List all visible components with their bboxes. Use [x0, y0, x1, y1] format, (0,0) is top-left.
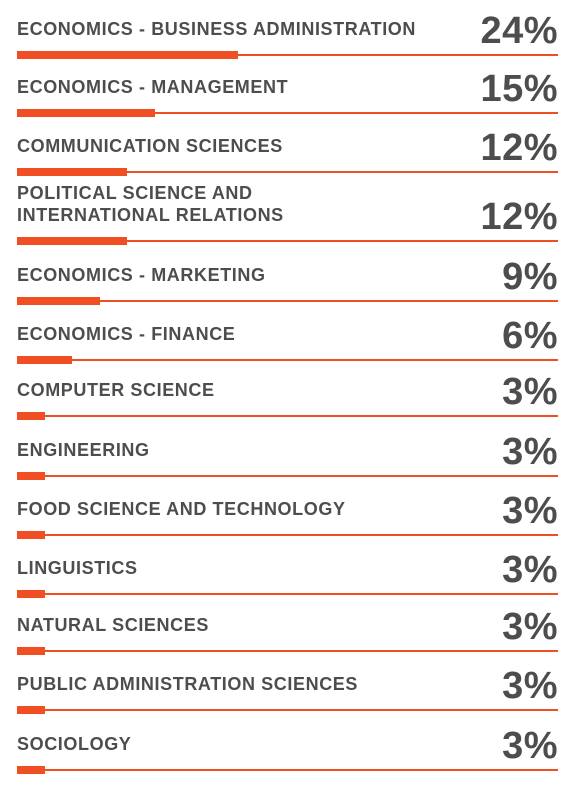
category-label: ECONOMICS - BUSINESS ADMINISTRATION	[17, 19, 417, 39]
value-label: 3%	[502, 490, 558, 532]
value-label: 9%	[502, 256, 558, 298]
chart-row: ECONOMICS - BUSINESS ADMINISTRATION 24%	[17, 0, 558, 59]
category-label: SOCIOLOGY	[17, 734, 132, 754]
bar	[17, 356, 72, 364]
chart-row: COMPUTER SCIENCE 3%	[17, 351, 558, 420]
chart-row: LINGUISTICS 3%	[17, 529, 558, 598]
category-label: LINGUISTICS	[17, 558, 138, 578]
category-label: ECONOMICS - MARKETING	[17, 265, 266, 285]
category-label: FOOD SCIENCE AND TECHNOLOGY	[17, 499, 346, 519]
value-label: 3%	[502, 725, 558, 767]
value-label: 24%	[480, 10, 558, 52]
bar	[17, 531, 45, 539]
value-label: 3%	[502, 371, 558, 413]
chart-row: NATURAL SCIENCES 3%	[17, 586, 558, 655]
bar-track	[17, 650, 558, 652]
chart-row: SOCIOLOGY 3%	[17, 705, 558, 774]
category-label: ENGINEERING	[17, 440, 150, 460]
value-label: 3%	[502, 431, 558, 473]
bar-track	[17, 300, 558, 302]
bar-track	[17, 709, 558, 711]
chart-row: PUBLIC ADMINISTRATION SCIENCES 3%	[17, 645, 558, 714]
bar-track	[17, 593, 558, 595]
bar	[17, 109, 155, 117]
value-label: 3%	[502, 665, 558, 707]
chart-row: ENGINEERING 3%	[17, 411, 558, 480]
bar	[17, 237, 127, 245]
chart-row: FOOD SCIENCE AND TECHNOLOGY 3%	[17, 470, 558, 539]
bar	[17, 51, 238, 59]
category-label: COMMUNICATION SCIENCES	[17, 136, 283, 156]
chart-row: POLITICAL SCIENCE AND INTERNATIONAL RELA…	[17, 176, 558, 245]
bar	[17, 168, 127, 176]
bar-track	[17, 240, 558, 242]
bar	[17, 590, 45, 598]
category-label: PUBLIC ADMINISTRATION SCIENCES	[17, 674, 359, 694]
bar	[17, 472, 45, 480]
chart-row: ECONOMICS - MANAGEMENT 15%	[17, 48, 558, 117]
bar-track	[17, 54, 558, 56]
value-label: 12%	[480, 127, 558, 169]
bar	[17, 412, 45, 420]
category-label: NATURAL SCIENCES	[17, 615, 209, 635]
bar-track	[17, 359, 558, 361]
chart-row: COMMUNICATION SCIENCES 12%	[17, 107, 558, 176]
category-label: COMPUTER SCIENCE	[17, 380, 215, 400]
category-label: POLITICAL SCIENCE AND INTERNATIONAL RELA…	[17, 183, 284, 225]
bar	[17, 297, 100, 305]
bar-track	[17, 171, 558, 173]
value-label: 6%	[502, 315, 558, 357]
chart-row: ECONOMICS - MARKETING 9%	[17, 236, 558, 305]
bar-track	[17, 415, 558, 417]
value-label: 15%	[480, 68, 558, 110]
bar	[17, 766, 45, 774]
bar	[17, 647, 45, 655]
chart-row: ECONOMICS - FINANCE 6%	[17, 295, 558, 364]
category-label: ECONOMICS - FINANCE	[17, 324, 236, 344]
bar-track	[17, 769, 558, 771]
value-label: 3%	[502, 606, 558, 648]
bar	[17, 706, 45, 714]
category-label: ECONOMICS - MANAGEMENT	[17, 77, 289, 97]
bar-track	[17, 112, 558, 114]
bar-track	[17, 475, 558, 477]
value-label: 12%	[480, 196, 558, 238]
value-label: 3%	[502, 549, 558, 591]
bar-track	[17, 534, 558, 536]
